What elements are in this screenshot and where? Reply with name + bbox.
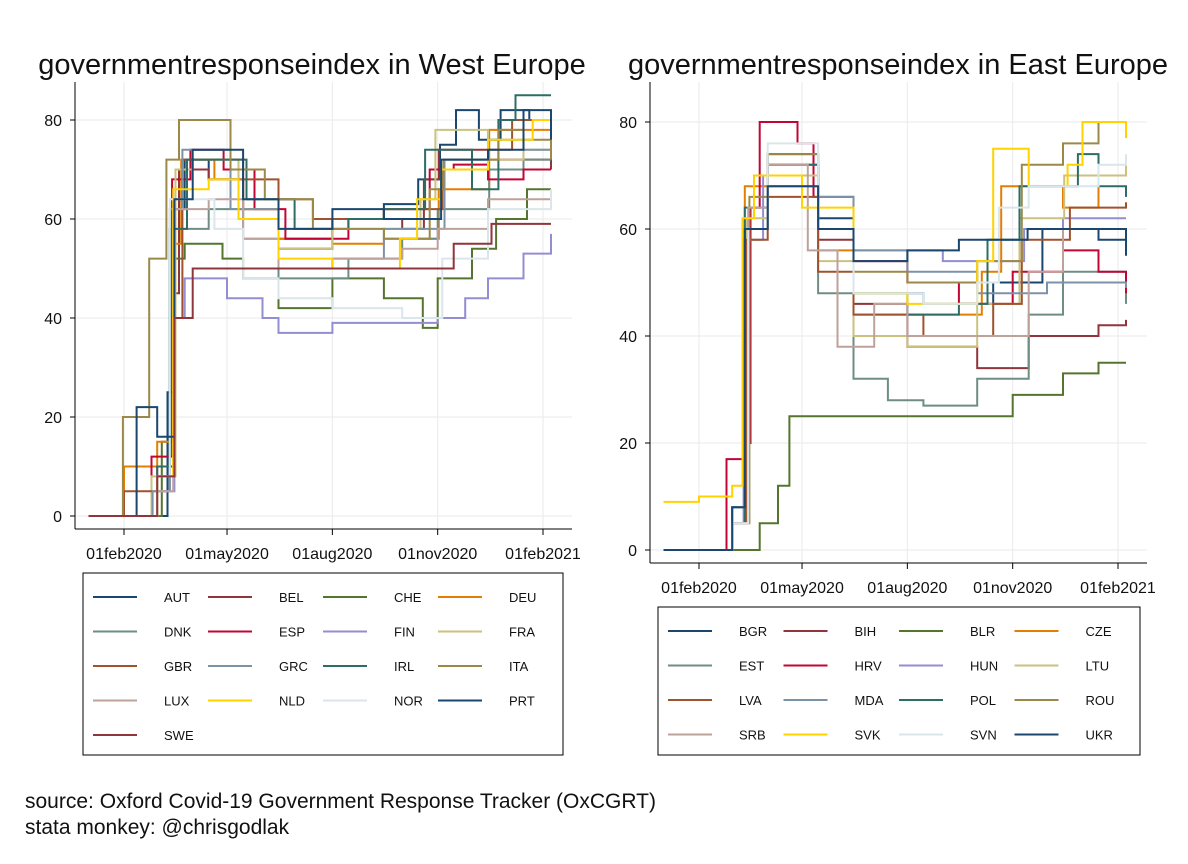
legend-label-ukr: UKR — [1086, 728, 1113, 743]
legend-label-blr: BLR — [970, 624, 995, 639]
x-tick-label: 01feb2020 — [661, 580, 737, 597]
x-tick-label: 01nov2020 — [973, 580, 1052, 597]
y-tick-label: 40 — [44, 311, 62, 328]
legend-label-ltu: LTU — [1086, 659, 1110, 674]
legend-label-nld: NLD — [279, 694, 305, 709]
legend-label-hun: HUN — [970, 659, 998, 674]
legend-label-svk: SVK — [855, 728, 881, 743]
legend-label-aut: AUT — [164, 590, 190, 605]
y-tick-label: 60 — [44, 212, 62, 229]
x-tick-label: 01feb2021 — [505, 546, 581, 563]
legend-label-nor: NOR — [394, 694, 423, 709]
x-tick-label: 01nov2020 — [398, 546, 477, 563]
legend-label-deu: DEU — [509, 590, 536, 605]
chart-title: governmentresponseindex in West Europe — [38, 49, 586, 81]
legend-label-gbr: GBR — [164, 659, 192, 674]
series-line-svn — [663, 142, 1127, 551]
x-tick-label: 01may2020 — [185, 546, 269, 563]
legend-label-grc: GRC — [279, 659, 308, 674]
y-tick-label: 80 — [619, 115, 637, 132]
legend-label-fra: FRA — [509, 625, 535, 640]
series-line-prt — [88, 109, 552, 517]
legend-label-swe: SWE — [164, 728, 194, 743]
x-tick-label: 01aug2020 — [292, 546, 372, 563]
legend-label-che: CHE — [394, 590, 422, 605]
series-line-ukr — [663, 185, 1127, 551]
legend-label-ita: ITA — [509, 659, 529, 674]
series-group — [88, 94, 552, 517]
legend-label-svn: SVN — [970, 728, 997, 743]
legend-label-bel: BEL — [279, 590, 304, 605]
legend-label-prt: PRT — [509, 694, 535, 709]
legend-label-irl: IRL — [394, 659, 414, 674]
west-europe-chart: 0 20 40 60 80 01feb2020 01may2020 01aug2020 01no… — [38, 49, 586, 756]
legend-label-lux: LUX — [164, 694, 190, 709]
x-tick-label: 01aug2020 — [867, 580, 947, 597]
y-tick-label: 20 — [619, 436, 637, 453]
legend-label-dnk: DNK — [164, 625, 192, 640]
y-tick-label: 60 — [619, 222, 637, 239]
y-tick-label: 20 — [44, 410, 62, 427]
series-line-deu — [88, 128, 552, 517]
credit-note: stata monkey: @chrisgodlak — [25, 816, 290, 839]
legend-label-mda: MDA — [855, 693, 884, 708]
legend-label-est: EST — [739, 659, 764, 674]
y-tick-label: 0 — [628, 543, 637, 560]
legend-label-pol: POL — [970, 693, 996, 708]
legend-label-rou: ROU — [1086, 693, 1115, 708]
series-line-blr — [663, 361, 1126, 551]
legend-label-fin: FIN — [394, 625, 415, 640]
y-tick-label: 40 — [619, 329, 637, 346]
source-note: source: Oxford Covid-19 Government Respo… — [25, 790, 656, 813]
x-tick-label: 01may2020 — [760, 580, 844, 597]
legend-label-lva: LVA — [739, 693, 762, 708]
y-tick-label: 0 — [53, 509, 62, 526]
legend-label-srb: SRB — [739, 728, 766, 743]
chart-title: governmentresponseindex in East Europe — [628, 49, 1168, 81]
legend-label-bih: BIH — [855, 624, 877, 639]
legend-box — [82, 572, 564, 756]
series-line-nld — [88, 119, 552, 517]
legend-label-cze: CZE — [1086, 624, 1112, 639]
series-line-swe — [88, 222, 551, 517]
series-line-esp — [88, 148, 551, 517]
east-europe-chart: 0 20 40 60 80 01feb2020 01may2020 01aug2020 01no… — [619, 49, 1168, 756]
series-line-svk — [663, 121, 1127, 503]
series-group — [663, 121, 1127, 551]
x-tick-label: 01feb2020 — [86, 546, 162, 563]
legend-box — [657, 606, 1141, 756]
y-tick-label: 80 — [44, 113, 62, 130]
legend-label-hrv: HRV — [855, 659, 883, 674]
legend-label-bgr: BGR — [739, 624, 767, 639]
legend-label-esp: ESP — [279, 625, 305, 640]
x-tick-label: 01feb2021 — [1080, 580, 1156, 597]
